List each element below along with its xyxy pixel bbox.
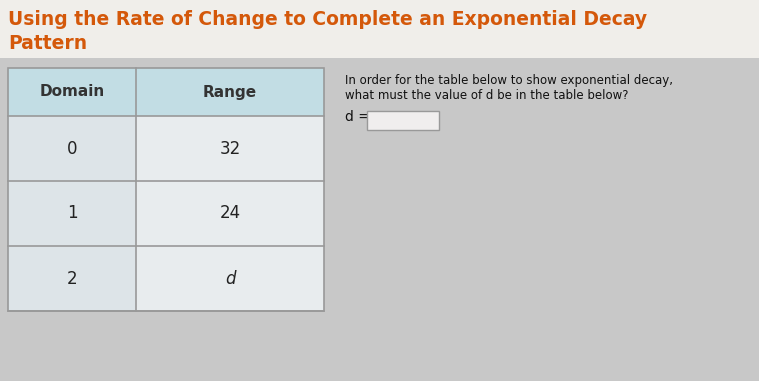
- Bar: [136, 181, 324, 246]
- Text: Domain: Domain: [39, 85, 105, 99]
- Text: 24: 24: [219, 205, 241, 223]
- Text: Range: Range: [203, 85, 257, 99]
- Bar: [0, 58, 759, 381]
- Bar: [8, 68, 324, 311]
- Bar: [0, 0, 759, 58]
- Bar: [8, 68, 324, 116]
- Text: d =: d =: [345, 110, 370, 124]
- Bar: [8, 246, 136, 311]
- Bar: [136, 246, 324, 311]
- Text: what must the value of d be in the table below?: what must the value of d be in the table…: [345, 89, 628, 102]
- Text: 0: 0: [67, 139, 77, 157]
- Bar: [8, 181, 136, 246]
- Text: Using the Rate of Change to Complete an Exponential Decay: Using the Rate of Change to Complete an …: [8, 10, 647, 29]
- Text: d: d: [225, 269, 235, 288]
- Bar: [8, 68, 324, 311]
- Text: Pattern: Pattern: [8, 34, 87, 53]
- Text: 1: 1: [67, 205, 77, 223]
- Bar: [136, 116, 324, 181]
- Text: In order for the table below to show exponential decay,: In order for the table below to show exp…: [345, 74, 673, 87]
- Text: 32: 32: [219, 139, 241, 157]
- Text: 2: 2: [67, 269, 77, 288]
- Bar: [367, 111, 439, 130]
- Bar: [8, 116, 136, 181]
